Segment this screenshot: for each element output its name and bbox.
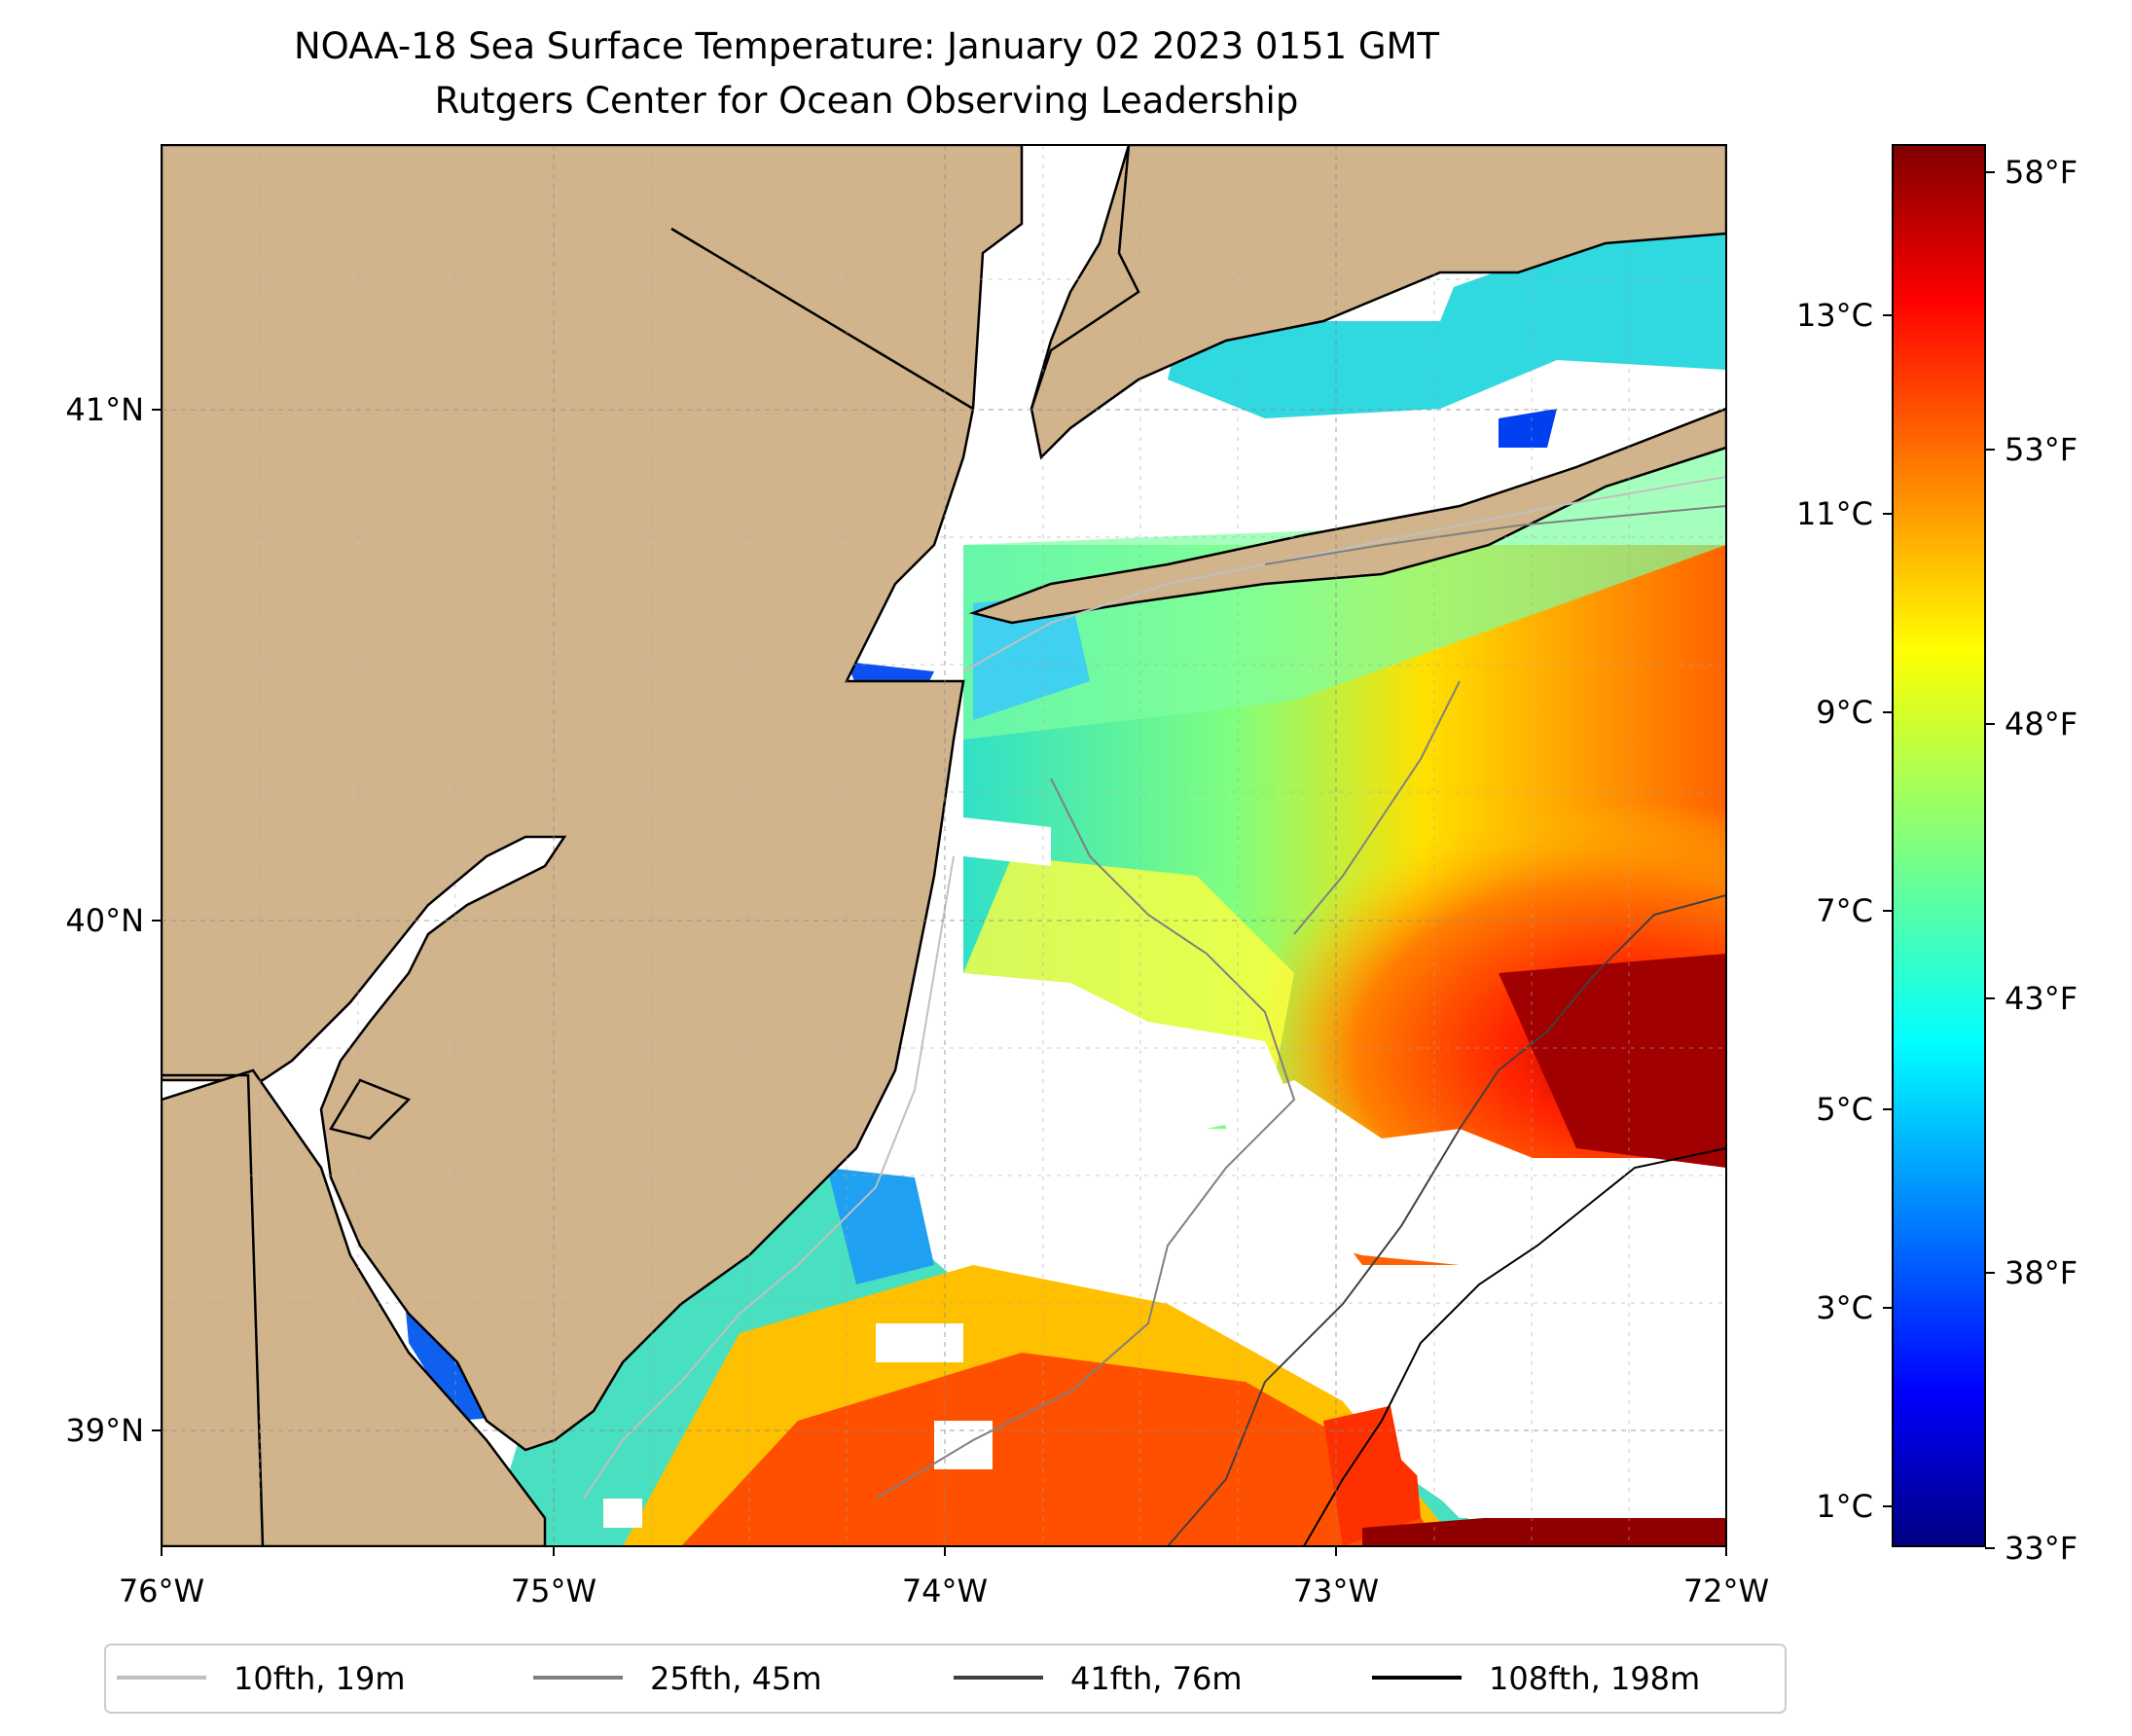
axis-ticks xyxy=(152,409,1727,1556)
land-areas xyxy=(162,145,1726,1546)
colorbar-label-48f: 48°F xyxy=(2005,705,2078,742)
colorbar-label-7c: 7°C xyxy=(1816,892,1873,929)
missing-data-patches xyxy=(603,253,1726,1528)
map-subtitle: Rutgers Center for Ocean Observing Leade… xyxy=(434,80,1299,122)
isobath-legend xyxy=(104,1644,1787,1714)
lat-label-40n: 40°N xyxy=(65,902,144,939)
colorbar-label-5c: 5°C xyxy=(1816,1091,1873,1128)
legend-label-108fth: 108fth, 198m xyxy=(1489,1660,1700,1697)
legend-label-10fth: 10fth, 19m xyxy=(234,1660,405,1697)
colorbar-label-53f: 53°F xyxy=(2005,431,2078,468)
legend-label-25fth: 25fth, 45m xyxy=(650,1660,821,1697)
legend-label-41fth: 41fth, 76m xyxy=(1070,1660,1242,1697)
colorbar-label-9c: 9°C xyxy=(1816,694,1873,731)
colorbar-label-43f: 43°F xyxy=(2005,980,2078,1017)
lon-label-72w: 72°W xyxy=(1683,1573,1769,1609)
map-title: NOAA-18 Sea Surface Temperature: January… xyxy=(293,25,1440,67)
colorbar-label-58f: 58°F xyxy=(2005,154,2078,191)
lat-label-39n: 39°N xyxy=(65,1412,144,1449)
lon-label-76w: 76°W xyxy=(119,1573,204,1609)
colorbar-label-3c: 3°C xyxy=(1816,1289,1873,1326)
graticule-minor xyxy=(162,145,1726,1546)
colorbar-label-38f: 38°F xyxy=(2005,1254,2078,1291)
lat-label-41n: 41°N xyxy=(65,391,144,428)
colorbar-ticks xyxy=(1883,171,1995,1549)
state-borders xyxy=(162,145,1140,1546)
lon-label-73w: 73°W xyxy=(1293,1573,1379,1609)
colorbar-label-13c: 13°C xyxy=(1796,297,1873,334)
colorbar-label-33f: 33°F xyxy=(2005,1530,2078,1567)
colorbar-label-1c: 1°C xyxy=(1816,1488,1873,1525)
map-panel xyxy=(162,145,1726,1546)
lon-label-75w: 75°W xyxy=(511,1573,596,1609)
graticule xyxy=(162,145,1726,1546)
colorbar-label-11c: 11°C xyxy=(1796,495,1873,532)
colorbar xyxy=(1892,144,1986,1547)
lon-label-74w: 74°W xyxy=(902,1573,988,1609)
isobath-contours xyxy=(583,476,1726,1546)
